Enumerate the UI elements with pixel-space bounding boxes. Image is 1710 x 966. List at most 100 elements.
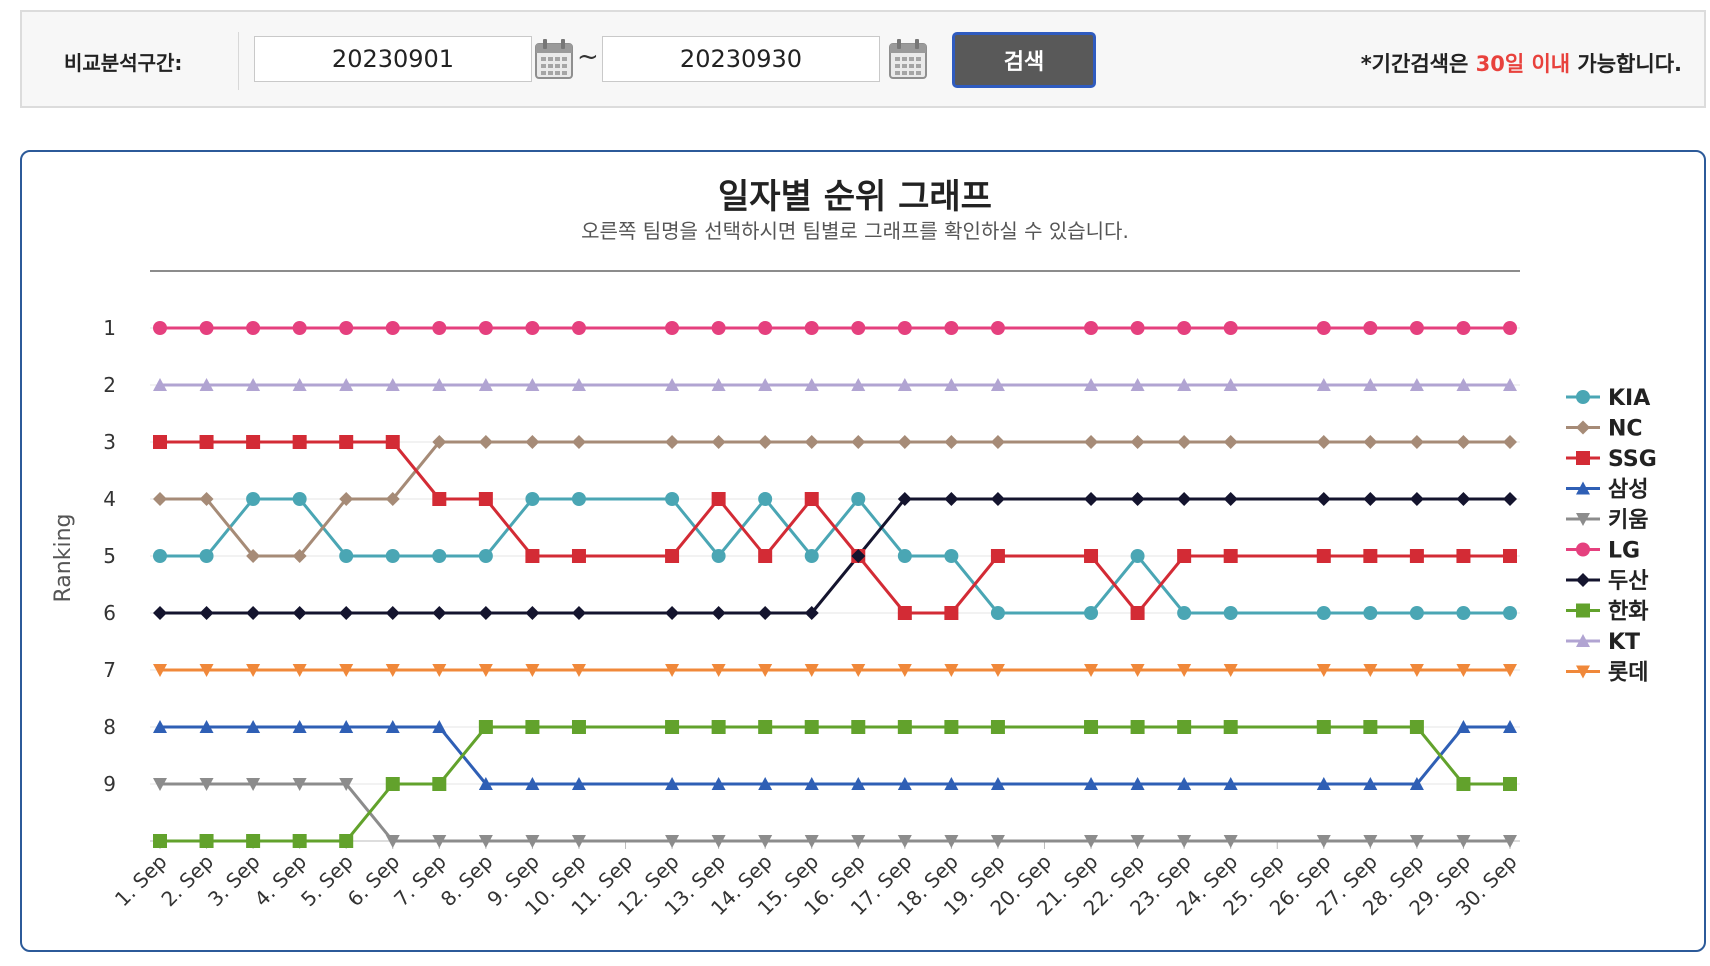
data-point-SSG — [665, 549, 680, 563]
data-point-KIA — [1456, 606, 1471, 620]
data-point-키움 — [1456, 835, 1471, 848]
data-point-LG — [711, 321, 726, 335]
legend-marker-두산 — [1576, 573, 1590, 587]
legend-item-두산[interactable]: 두산 — [1608, 569, 1648, 594]
data-point-NC — [1409, 435, 1424, 449]
data-point-롯데 — [153, 664, 167, 677]
data-point-KIA — [1130, 549, 1145, 563]
data-point-NC — [478, 435, 493, 449]
data-point-NC — [851, 435, 866, 449]
start-date-input[interactable] — [254, 36, 532, 82]
data-point-LG — [1363, 321, 1378, 335]
data-point-SSG — [1084, 549, 1099, 563]
calendar-icon[interactable] — [534, 38, 574, 80]
data-point-삼성 — [1503, 720, 1517, 733]
data-point-한화 — [478, 720, 493, 734]
data-point-KIA — [944, 549, 959, 563]
x-tick-label: 1. Sep — [110, 850, 172, 912]
data-point-LG — [1456, 321, 1471, 335]
data-point-롯데 — [1363, 664, 1378, 677]
data-point-KIA — [1316, 606, 1331, 620]
data-point-KIA — [1177, 606, 1192, 620]
data-point-삼성 — [665, 777, 680, 790]
data-point-LG — [851, 321, 866, 335]
data-point-한화 — [1316, 720, 1331, 734]
data-point-삼성 — [1409, 777, 1424, 790]
data-point-삼성 — [1363, 777, 1378, 790]
data-point-SSG — [339, 435, 354, 449]
data-point-두산 — [1503, 492, 1517, 506]
data-point-롯데 — [199, 664, 214, 677]
data-point-KT — [944, 378, 959, 391]
end-date-input[interactable] — [602, 36, 880, 82]
y-tick-label: 5 — [103, 544, 116, 568]
data-point-SSG — [246, 435, 261, 449]
legend-item-롯데[interactable]: 롯데 — [1608, 661, 1648, 686]
data-point-삼성 — [432, 720, 447, 733]
notice-prefix: *기간검색은 — [1360, 52, 1476, 76]
data-point-KIA — [851, 492, 866, 506]
data-point-한화 — [339, 834, 354, 848]
data-point-키움 — [432, 835, 447, 848]
data-point-롯데 — [1084, 664, 1099, 677]
data-point-SSG — [944, 606, 959, 620]
data-point-두산 — [153, 606, 167, 620]
data-point-두산 — [990, 492, 1005, 506]
legend-item-LG[interactable]: LG — [1608, 539, 1640, 564]
data-point-NC — [571, 435, 586, 449]
data-point-KIA — [1084, 606, 1099, 620]
data-point-KT — [1223, 378, 1238, 391]
data-point-KIA — [1363, 606, 1378, 620]
series-line-SSG — [160, 440, 1510, 615]
data-point-키움 — [292, 778, 307, 791]
data-point-한화 — [711, 720, 726, 734]
data-point-NC — [1316, 435, 1331, 449]
data-point-NC — [1084, 435, 1099, 449]
data-point-한화 — [571, 720, 586, 734]
data-point-SSG — [990, 549, 1005, 563]
data-point-NC — [990, 435, 1005, 449]
data-point-두산 — [1084, 492, 1099, 506]
data-point-KT — [199, 378, 214, 391]
data-point-삼성 — [1223, 777, 1238, 790]
period-label: 비교분석구간: — [64, 51, 183, 75]
data-point-SSG — [758, 549, 773, 563]
label-divider — [238, 32, 239, 90]
legend-item-SSG[interactable]: SSG — [1608, 447, 1657, 472]
legend-marker-KIA — [1576, 390, 1590, 404]
legend-item-키움[interactable]: 키움 — [1608, 508, 1648, 533]
data-point-NC — [1456, 435, 1471, 449]
data-point-KT — [1084, 378, 1099, 391]
data-point-LG — [199, 321, 214, 335]
data-point-롯데 — [1130, 664, 1145, 677]
data-point-LG — [1177, 321, 1192, 335]
data-point-삼성 — [478, 777, 493, 790]
data-point-SSG — [478, 492, 493, 506]
data-point-키움 — [1177, 835, 1192, 848]
y-axis-label: Ranking — [51, 514, 76, 603]
data-point-한화 — [1177, 720, 1192, 734]
data-point-SSG — [1409, 549, 1424, 563]
legend-item-KT[interactable]: KT — [1608, 630, 1640, 655]
data-point-KT — [432, 378, 447, 391]
search-button[interactable]: 검색 — [952, 32, 1096, 88]
data-point-두산 — [1177, 492, 1192, 506]
data-point-한화 — [1084, 720, 1099, 734]
calendar-icon[interactable] — [888, 38, 928, 80]
data-point-한화 — [246, 834, 261, 848]
data-point-두산 — [711, 606, 726, 620]
data-point-한화 — [897, 720, 912, 734]
data-point-NC — [292, 549, 307, 563]
data-point-삼성 — [385, 720, 400, 733]
data-point-한화 — [1409, 720, 1424, 734]
data-point-KT — [385, 378, 400, 391]
period-search-bar: 비교분석구간: ~ 검색 — [20, 10, 1706, 108]
legend-item-한화[interactable]: 한화 — [1608, 600, 1648, 625]
legend-item-삼성[interactable]: 삼성 — [1608, 478, 1648, 503]
data-point-삼성 — [1084, 777, 1099, 790]
legend-item-KIA[interactable]: KIA — [1608, 386, 1650, 411]
data-point-LG — [1223, 321, 1238, 335]
data-point-키움 — [851, 835, 866, 848]
legend-item-NC[interactable]: NC — [1608, 417, 1643, 442]
